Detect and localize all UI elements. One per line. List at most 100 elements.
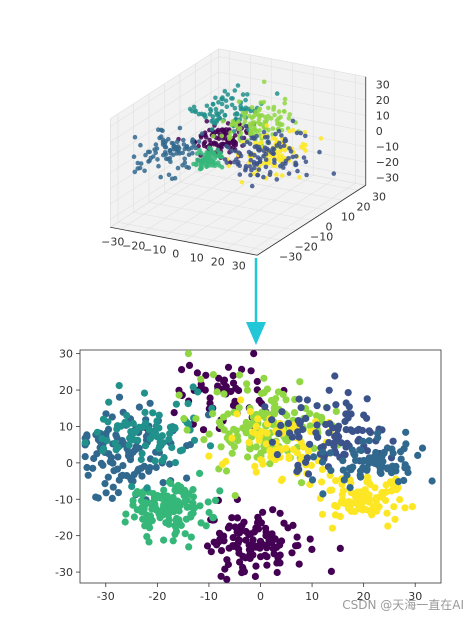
data-point xyxy=(373,459,381,467)
data-point xyxy=(246,149,252,155)
data-point xyxy=(209,160,215,165)
data-point xyxy=(252,144,258,150)
data-point xyxy=(308,545,316,554)
data-point xyxy=(252,543,260,551)
data-point xyxy=(209,127,215,132)
data-point xyxy=(232,112,238,117)
data-point xyxy=(352,493,360,501)
data-point xyxy=(110,467,118,475)
data-point xyxy=(245,531,253,539)
data-point xyxy=(256,167,262,172)
data-point xyxy=(108,413,116,421)
data-point xyxy=(297,479,306,487)
data-point xyxy=(240,92,246,97)
data-point xyxy=(193,162,199,168)
data-point xyxy=(280,519,288,527)
data-point xyxy=(396,496,404,504)
grid-line xyxy=(246,182,356,254)
data-point xyxy=(335,422,343,430)
data-point xyxy=(209,410,217,418)
data-point xyxy=(318,415,326,423)
data-point xyxy=(282,136,288,142)
y-tick-label: 20 xyxy=(357,200,371,213)
data-point xyxy=(348,446,356,454)
data-point xyxy=(151,457,159,465)
data-point xyxy=(282,96,288,102)
data-point xyxy=(344,389,352,397)
data-point xyxy=(196,469,204,477)
data-point xyxy=(362,489,371,497)
data-point xyxy=(142,499,150,507)
data-point xyxy=(327,567,335,576)
data-point xyxy=(290,154,296,160)
data-point xyxy=(228,130,233,135)
data-point xyxy=(270,126,276,131)
data-point xyxy=(252,136,257,141)
data-point xyxy=(165,478,173,486)
data-point xyxy=(168,443,176,452)
data-point xyxy=(141,408,149,416)
data-point xyxy=(344,414,352,422)
data-point xyxy=(211,140,217,146)
data-point xyxy=(390,503,398,511)
data-point xyxy=(352,456,360,464)
data-point xyxy=(206,394,214,402)
grid-line xyxy=(204,174,314,246)
data-point xyxy=(383,444,391,452)
data-point xyxy=(185,543,193,551)
axis-line xyxy=(257,184,366,256)
data-point xyxy=(194,151,200,156)
data-point xyxy=(208,108,214,113)
data-point xyxy=(224,143,229,149)
data-point xyxy=(328,486,336,494)
data-point xyxy=(340,450,348,458)
data-point xyxy=(363,395,371,403)
data-point xyxy=(119,471,127,479)
data-point xyxy=(225,522,233,530)
data-point xyxy=(252,468,260,476)
data-point xyxy=(289,445,297,454)
data-point xyxy=(233,140,238,146)
data-point xyxy=(237,163,242,168)
data-point xyxy=(303,454,311,462)
data-point xyxy=(167,147,173,153)
data-point xyxy=(204,103,210,109)
data-point xyxy=(240,110,246,116)
data-point xyxy=(150,494,159,502)
data-point xyxy=(152,463,160,471)
data-point xyxy=(231,159,237,165)
data-point xyxy=(306,422,314,430)
data-point xyxy=(143,533,151,541)
data-point xyxy=(331,372,339,380)
data-point xyxy=(231,492,239,500)
data-point xyxy=(135,465,143,473)
data-point xyxy=(236,558,244,566)
data-point xyxy=(342,399,350,407)
data-point xyxy=(113,433,121,442)
data-point xyxy=(212,163,218,168)
data-point xyxy=(130,513,138,521)
data-point xyxy=(281,143,287,148)
data-point xyxy=(125,441,133,449)
data-point xyxy=(332,477,340,485)
data-point xyxy=(138,472,146,480)
data-point xyxy=(180,415,188,423)
data-point xyxy=(206,442,215,450)
data-point xyxy=(139,423,147,431)
data-point xyxy=(204,498,212,506)
data-point xyxy=(225,92,231,97)
data-point xyxy=(249,115,255,120)
grid-line xyxy=(110,56,219,127)
data-point xyxy=(197,375,205,383)
data-point xyxy=(81,439,89,447)
data-point xyxy=(260,374,268,382)
data-point xyxy=(276,128,282,134)
data-point xyxy=(114,453,122,461)
data-point xyxy=(233,514,242,522)
y-tick-label: −30 xyxy=(279,250,302,263)
data-point xyxy=(339,487,347,495)
z-tick-label: −20 xyxy=(376,156,399,169)
data-point xyxy=(308,476,317,484)
data-point xyxy=(248,127,254,132)
data-point xyxy=(262,135,268,140)
